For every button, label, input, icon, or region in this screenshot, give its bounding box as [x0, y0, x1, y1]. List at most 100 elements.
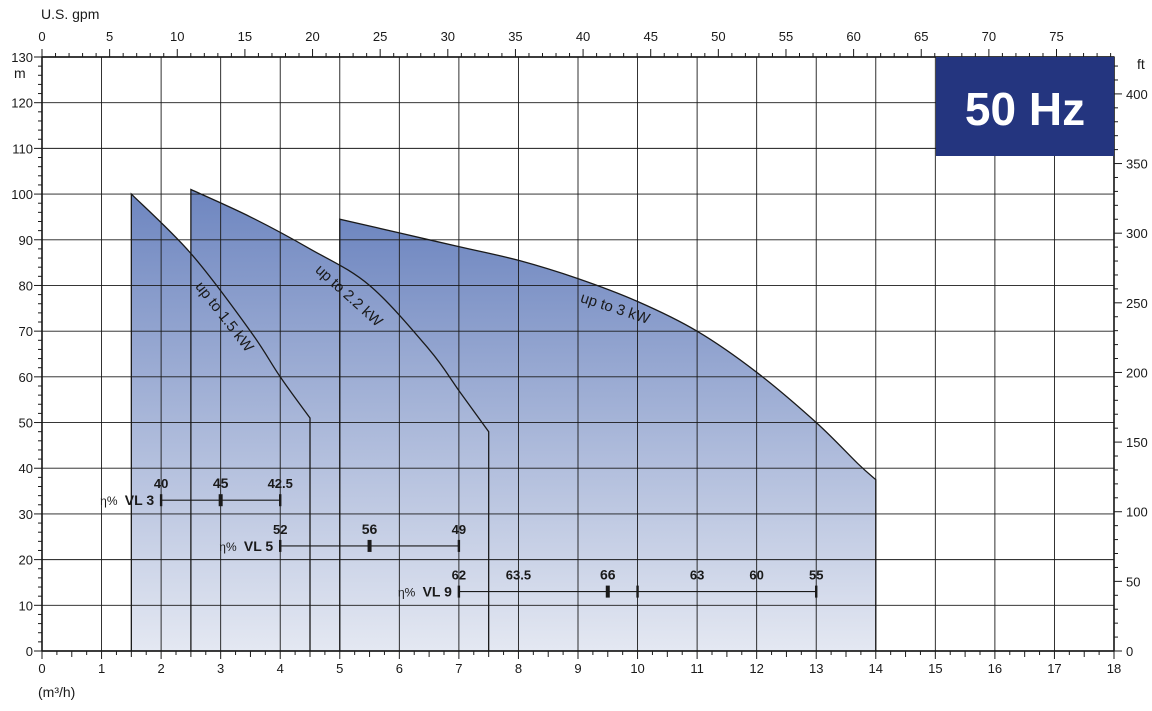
- x-bottom-tick-label: 17: [1047, 661, 1061, 676]
- y-left-tick-label: 70: [19, 324, 33, 339]
- y-left-tick-label: 80: [19, 278, 33, 293]
- x-top-tick-label: 20: [305, 29, 319, 44]
- efficiency-bar-name: VL 3: [125, 492, 155, 508]
- efficiency-mark: [279, 539, 282, 552]
- x-bottom-tick-label: 14: [869, 661, 883, 676]
- x-top-unit-label: U.S. gpm: [41, 6, 99, 22]
- efficiency-bars: VL 3 η% 40 45 42.5 VL 5 η% 52 56 49 VL 9 η% 62 63.5 66…: [100, 475, 823, 599]
- y-left-tick-label: 40: [19, 461, 33, 476]
- efficiency-mark: [159, 494, 163, 507]
- y-left-tick-label: 10: [19, 598, 33, 613]
- x-bottom-tick-label: 13: [809, 661, 823, 676]
- frequency-badge-background: [936, 57, 1114, 156]
- curve-line-1: [130, 192, 311, 651]
- x-bottom-tick-label: 9: [574, 661, 581, 676]
- efficiency-mark: [457, 539, 461, 552]
- frequency-badge-text: 50 Hz: [965, 83, 1085, 135]
- y-left-tick-label: 50: [19, 416, 33, 431]
- y-right-tick-label: 200: [1126, 365, 1148, 380]
- x-bottom-tick-label: 18: [1107, 661, 1121, 676]
- efficiency-bar-prefix: η%: [100, 494, 118, 508]
- y-right-tick-label: 300: [1126, 226, 1148, 241]
- curve-outlines: [130, 188, 877, 652]
- x-top-tick-label: 75: [1049, 29, 1063, 44]
- y-right-tick-label: 50: [1126, 574, 1140, 589]
- efficiency-mark: [605, 585, 610, 598]
- x-top-tick-label: 50: [711, 29, 725, 44]
- efficiency-mark: [457, 585, 461, 598]
- x-top-tick-label: 55: [779, 29, 793, 44]
- y-left-tick-label: 100: [11, 187, 33, 202]
- x-bottom-tick-label: 0: [38, 661, 45, 676]
- x-top-tick-label: 15: [238, 29, 252, 44]
- y-right-tick-label: 350: [1126, 157, 1148, 172]
- axes: 0 1 2 3 4 5 6 7 8 9 10 11 12 13 14 15 16 17 18(m³/h)0 5 10 15…: [11, 6, 1147, 700]
- curve-line-3: [339, 218, 877, 652]
- x-top-tick-label: 0: [38, 29, 45, 44]
- efficiency-bar-prefix: η%: [398, 586, 416, 600]
- efficiency-value: 63.5: [506, 568, 531, 583]
- y-left-unit-label: m: [14, 65, 26, 81]
- x-top-tick-label: 60: [846, 29, 860, 44]
- y-left-tick-label: 120: [11, 96, 33, 111]
- y-left-tick-label: 90: [19, 233, 33, 248]
- y-right-unit-label: ft: [1137, 56, 1145, 72]
- efficiency-mark: [636, 585, 639, 598]
- y-right-tick-label: 250: [1126, 296, 1148, 311]
- y-right-tick-label: 100: [1126, 505, 1148, 520]
- x-bottom-tick-label: 11: [690, 661, 704, 676]
- y-left-tick-label: 110: [12, 141, 33, 156]
- efficiency-value: 56: [362, 521, 378, 537]
- curve-areas: [131, 189, 876, 652]
- x-bottom-tick-label: 3: [217, 661, 224, 676]
- frequency-badge: 50 Hz: [936, 57, 1114, 156]
- x-bottom-tick-label: 7: [455, 661, 462, 676]
- y-left-tick-label: 60: [19, 370, 33, 385]
- efficiency-mark: [367, 539, 372, 552]
- x-bottom-tick-label: 1: [98, 661, 105, 676]
- y-right-tick-label: 150: [1126, 435, 1148, 450]
- y-right-tick-label: 400: [1126, 87, 1148, 102]
- x-top-tick-label: 25: [373, 29, 387, 44]
- efficiency-value: 62: [452, 568, 466, 583]
- x-bottom-tick-label: 16: [988, 661, 1002, 676]
- x-bottom-tick-label: 2: [157, 661, 164, 676]
- x-bottom-tick-label: 6: [396, 661, 403, 676]
- y-left-tick-label: 30: [19, 507, 33, 522]
- curve-line-2: [190, 188, 490, 652]
- x-top-tick-label: 5: [106, 29, 113, 44]
- x-bottom-tick-label: 10: [630, 661, 644, 676]
- efficiency-value: 66: [600, 567, 616, 583]
- efficiency-bar-name: VL 9: [423, 584, 453, 600]
- x-bottom-tick-label: 12: [749, 661, 763, 676]
- y-left-tick-label: 20: [19, 553, 33, 568]
- x-top-tick-label: 70: [982, 29, 996, 44]
- efficiency-bar-name: VL 5: [244, 538, 274, 554]
- efficiency-value: 45: [213, 475, 229, 491]
- y-left-tick-label: 0: [26, 644, 33, 659]
- x-bottom-unit-label: (m³/h): [38, 684, 75, 700]
- efficiency-value: 63: [690, 568, 704, 583]
- efficiency-value: 60: [749, 568, 763, 583]
- efficiency-mark: [218, 494, 223, 507]
- x-top-tick-label: 45: [643, 29, 657, 44]
- x-top-tick-label: 65: [914, 29, 928, 44]
- efficiency-mark: [815, 585, 818, 598]
- x-top-tick-label: 40: [576, 29, 590, 44]
- x-bottom-tick-label: 8: [515, 661, 522, 676]
- x-bottom-tick-label: 5: [336, 661, 343, 676]
- efficiency-value: 42.5: [268, 476, 293, 491]
- efficiency-bar-prefix: η%: [219, 540, 237, 554]
- y-left-tick-label: 130: [11, 50, 33, 65]
- efficiency-mark: [279, 494, 282, 507]
- x-bottom-tick-label: 15: [928, 661, 942, 676]
- efficiency-value: 52: [273, 522, 287, 537]
- y-right-tick-label: 0: [1126, 644, 1133, 659]
- efficiency-value: 49: [452, 522, 466, 537]
- efficiency-value: 55: [809, 568, 823, 583]
- x-top-tick-label: 30: [441, 29, 455, 44]
- x-top-tick-label: 10: [170, 29, 184, 44]
- x-bottom-tick-label: 4: [277, 661, 284, 676]
- x-top-tick-label: 35: [508, 29, 522, 44]
